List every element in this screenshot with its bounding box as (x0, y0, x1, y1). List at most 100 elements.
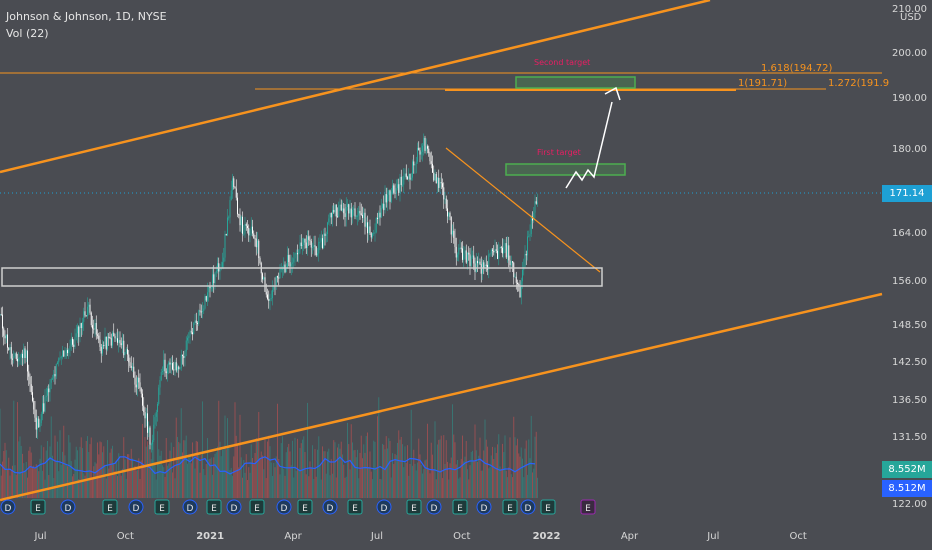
earnings-marker[interactable]: E (297, 499, 313, 515)
volume-bar (43, 447, 45, 498)
candle-body (212, 274, 213, 288)
volume-bar (197, 441, 198, 498)
time-axis-area[interactable] (0, 520, 882, 550)
earnings-marker[interactable]: E (30, 499, 46, 515)
volume-bar (308, 476, 310, 498)
dividend-marker[interactable]: D (0, 499, 16, 515)
volume-bar (133, 469, 135, 498)
volume-bar (372, 479, 373, 498)
dividend-marker[interactable]: D (322, 499, 338, 515)
volume-bar (329, 475, 331, 498)
earnings-marker[interactable]: E (206, 499, 222, 515)
candle-body (227, 217, 228, 236)
time-tick-label: Apr (284, 531, 302, 542)
dividend-marker[interactable]: D (60, 499, 76, 515)
volume-bar (209, 458, 211, 498)
dividend-marker[interactable]: D (476, 499, 492, 515)
candle-body (170, 363, 172, 365)
second-target-box[interactable] (515, 76, 636, 89)
volume-bar (384, 449, 386, 498)
support-zone[interactable] (1, 267, 603, 287)
volume-bar (315, 476, 317, 498)
candle-body (389, 190, 391, 202)
earnings-marker[interactable]: E (249, 499, 265, 515)
volume-bar (257, 439, 258, 498)
candle-body (262, 273, 263, 280)
volume-bar (480, 470, 482, 498)
candle-body (200, 311, 202, 313)
candle-body (79, 323, 81, 338)
volume-bar (23, 463, 25, 498)
candle-body (322, 238, 323, 249)
candle-body (285, 267, 287, 273)
volume-bar (344, 477, 346, 498)
candle-body (72, 338, 73, 345)
volume-bar (528, 439, 530, 498)
volume-bar (395, 455, 397, 498)
volume-bar (318, 436, 320, 498)
candle-body (45, 395, 47, 398)
earnings-marker[interactable]: E (452, 499, 468, 515)
earnings-marker[interactable]: E (347, 499, 363, 515)
dividend-marker[interactable]: D (426, 499, 442, 515)
volume-bar (405, 463, 407, 498)
channel-lower-line[interactable] (0, 292, 883, 502)
volume-bar (422, 473, 423, 498)
volume-bar (160, 450, 162, 498)
projection-arrow-path[interactable] (565, 101, 613, 189)
candle-body (14, 353, 16, 357)
candle-body (49, 382, 51, 393)
dividend-marker[interactable]: D (226, 499, 242, 515)
volume-bar (423, 469, 425, 498)
candle-body (478, 261, 480, 264)
first-target-box[interactable] (505, 163, 626, 176)
volume-indicator-label[interactable]: Vol (22) (6, 27, 49, 40)
candle-body (112, 332, 113, 346)
dividend-marker[interactable]: D (376, 499, 392, 515)
candle-body (113, 332, 115, 337)
candle-body (324, 233, 326, 236)
descending-trendline[interactable] (445, 147, 601, 273)
earnings-marker[interactable]: E (406, 499, 422, 515)
candle-body (135, 384, 137, 388)
channel-upper-line[interactable] (0, 0, 711, 174)
candle-body (510, 261, 512, 266)
candle-body (457, 254, 458, 258)
candle-body (17, 358, 18, 362)
volume-bar (417, 462, 418, 498)
dividend-marker[interactable]: D (182, 499, 198, 515)
candle-body (468, 252, 470, 255)
candle-body (452, 230, 453, 235)
dividend-marker[interactable]: D (128, 499, 144, 515)
candle-body (527, 236, 528, 256)
candle-body (289, 262, 291, 267)
volume-bar (258, 411, 260, 498)
symbol-title[interactable]: Johnson & Johnson, 1D, NYSE (6, 10, 167, 23)
earnings-marker-upcoming[interactable]: E (580, 499, 596, 515)
dividend-marker[interactable]: D (520, 499, 536, 515)
volume-bar (68, 435, 70, 498)
dividend-marker[interactable]: D (276, 499, 292, 515)
volume-bar (269, 446, 271, 498)
volume-bar (527, 474, 528, 498)
svg-text:E: E (254, 504, 260, 514)
volume-bar (427, 423, 428, 498)
candle-body (263, 277, 265, 280)
volume-bar (508, 467, 510, 498)
volume-bar (37, 465, 38, 498)
earnings-marker[interactable]: E (154, 499, 170, 515)
candle-body (30, 384, 32, 393)
earnings-marker[interactable]: E (502, 499, 518, 515)
earnings-marker[interactable]: E (540, 499, 556, 515)
candle-body (395, 188, 397, 194)
candle-body (507, 245, 508, 258)
candle-body (512, 261, 513, 263)
volume-bar (112, 445, 113, 498)
volume-bar (369, 451, 371, 498)
price-axis-area[interactable] (882, 0, 932, 550)
earnings-marker[interactable]: E (102, 499, 118, 515)
volume-bar (525, 440, 527, 498)
volume-bar (108, 468, 110, 498)
